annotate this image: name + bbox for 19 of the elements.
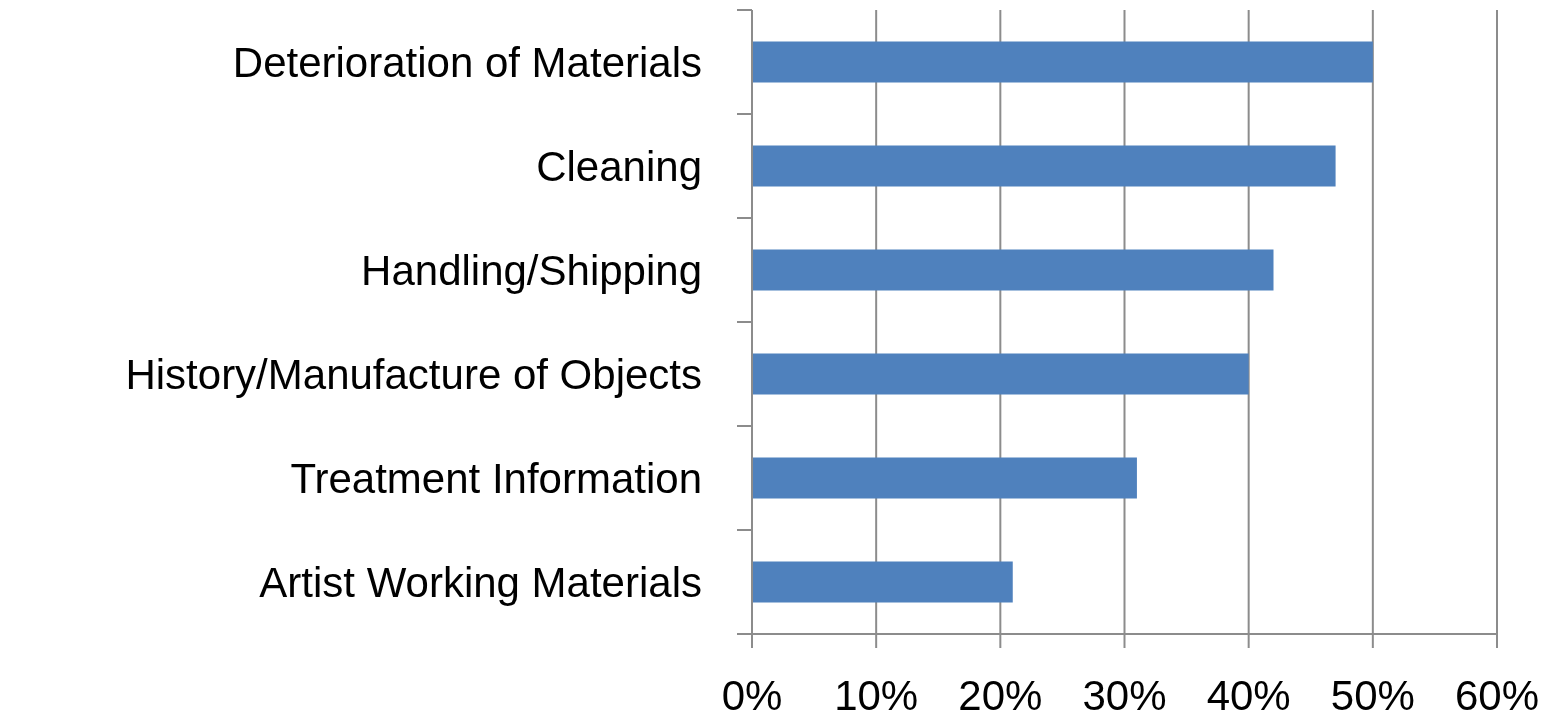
y-tick-label: History/Manufacture of Objects [125,350,702,398]
y-tick-label: Handling/Shipping [361,246,702,294]
x-tick-label: 60% [1454,671,1540,713]
x-tick-label: 10% [834,671,919,713]
bar [752,249,1274,291]
y-tick-label: Artist Working Materials [259,558,702,606]
y-tick-label: Treatment Information [290,454,702,502]
x-tick-label: 30% [1082,671,1167,713]
bar [752,457,1137,499]
bar [752,561,1013,603]
bar [752,145,1336,187]
x-tick-label: 50% [1330,671,1415,713]
x-tick-label: 40% [1206,671,1291,713]
y-tick-label: Cleaning [536,142,702,190]
bar [752,41,1373,83]
bar [752,353,1249,395]
x-tick-label: 0% [721,671,783,713]
y-tick-label: Deterioration of Materials [232,38,702,86]
x-tick-label: 20% [958,671,1043,713]
